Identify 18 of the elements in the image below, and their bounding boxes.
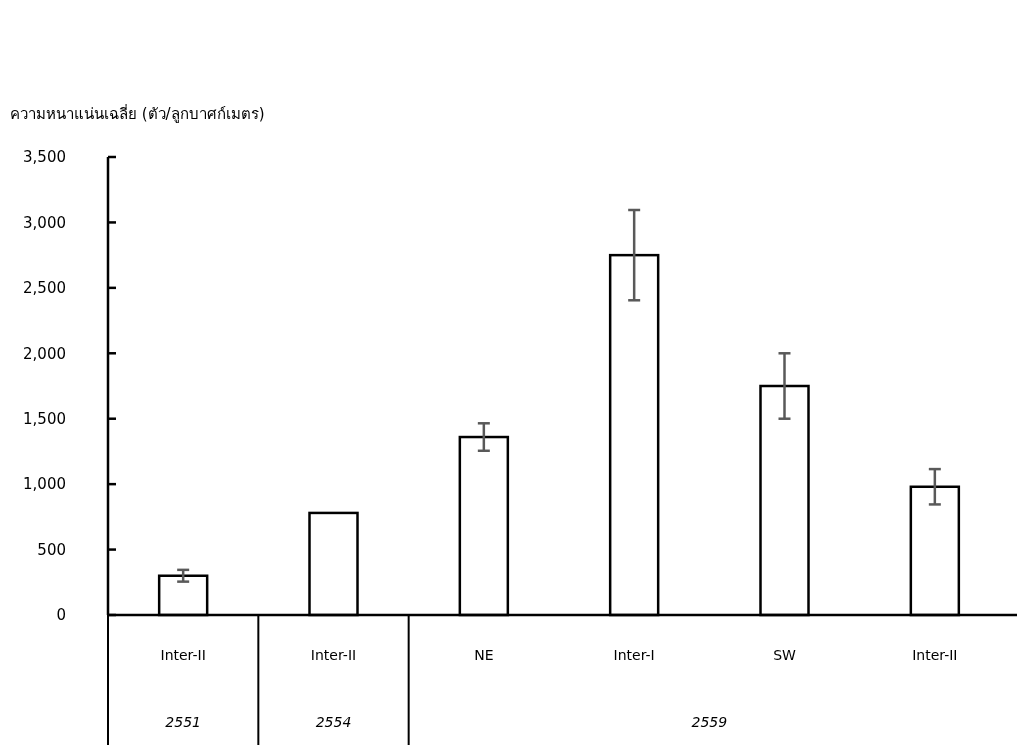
y-axis-title: ความหนาแน่นเฉลี่ย (ตัว/ลูกบาศก์เมตร)	[10, 103, 265, 123]
x-tick-label: SW	[773, 647, 797, 663]
x-tick-label: Inter-II	[310, 647, 357, 663]
y-tick-label: 0	[56, 606, 66, 625]
text: 2551	[165, 714, 201, 730]
y-tick-label: 3,000	[23, 213, 66, 232]
y-tick-label: 3,500	[23, 148, 66, 167]
text: 2554	[315, 714, 352, 730]
x-tick-label: NE	[474, 647, 494, 663]
y-tick-label: 1,000	[23, 475, 66, 494]
x-tick-label: Inter-II	[160, 647, 206, 663]
y-tick-label: 500	[37, 540, 66, 559]
text: 2559	[691, 714, 728, 730]
x-tick-label: Inter-II	[912, 647, 958, 663]
x-tick-label: Inter-I	[613, 647, 655, 663]
y-tick-label: 1,500	[23, 409, 66, 428]
y-tick-label: 2,000	[23, 344, 66, 363]
y-tick-label: 2,500	[23, 279, 66, 298]
